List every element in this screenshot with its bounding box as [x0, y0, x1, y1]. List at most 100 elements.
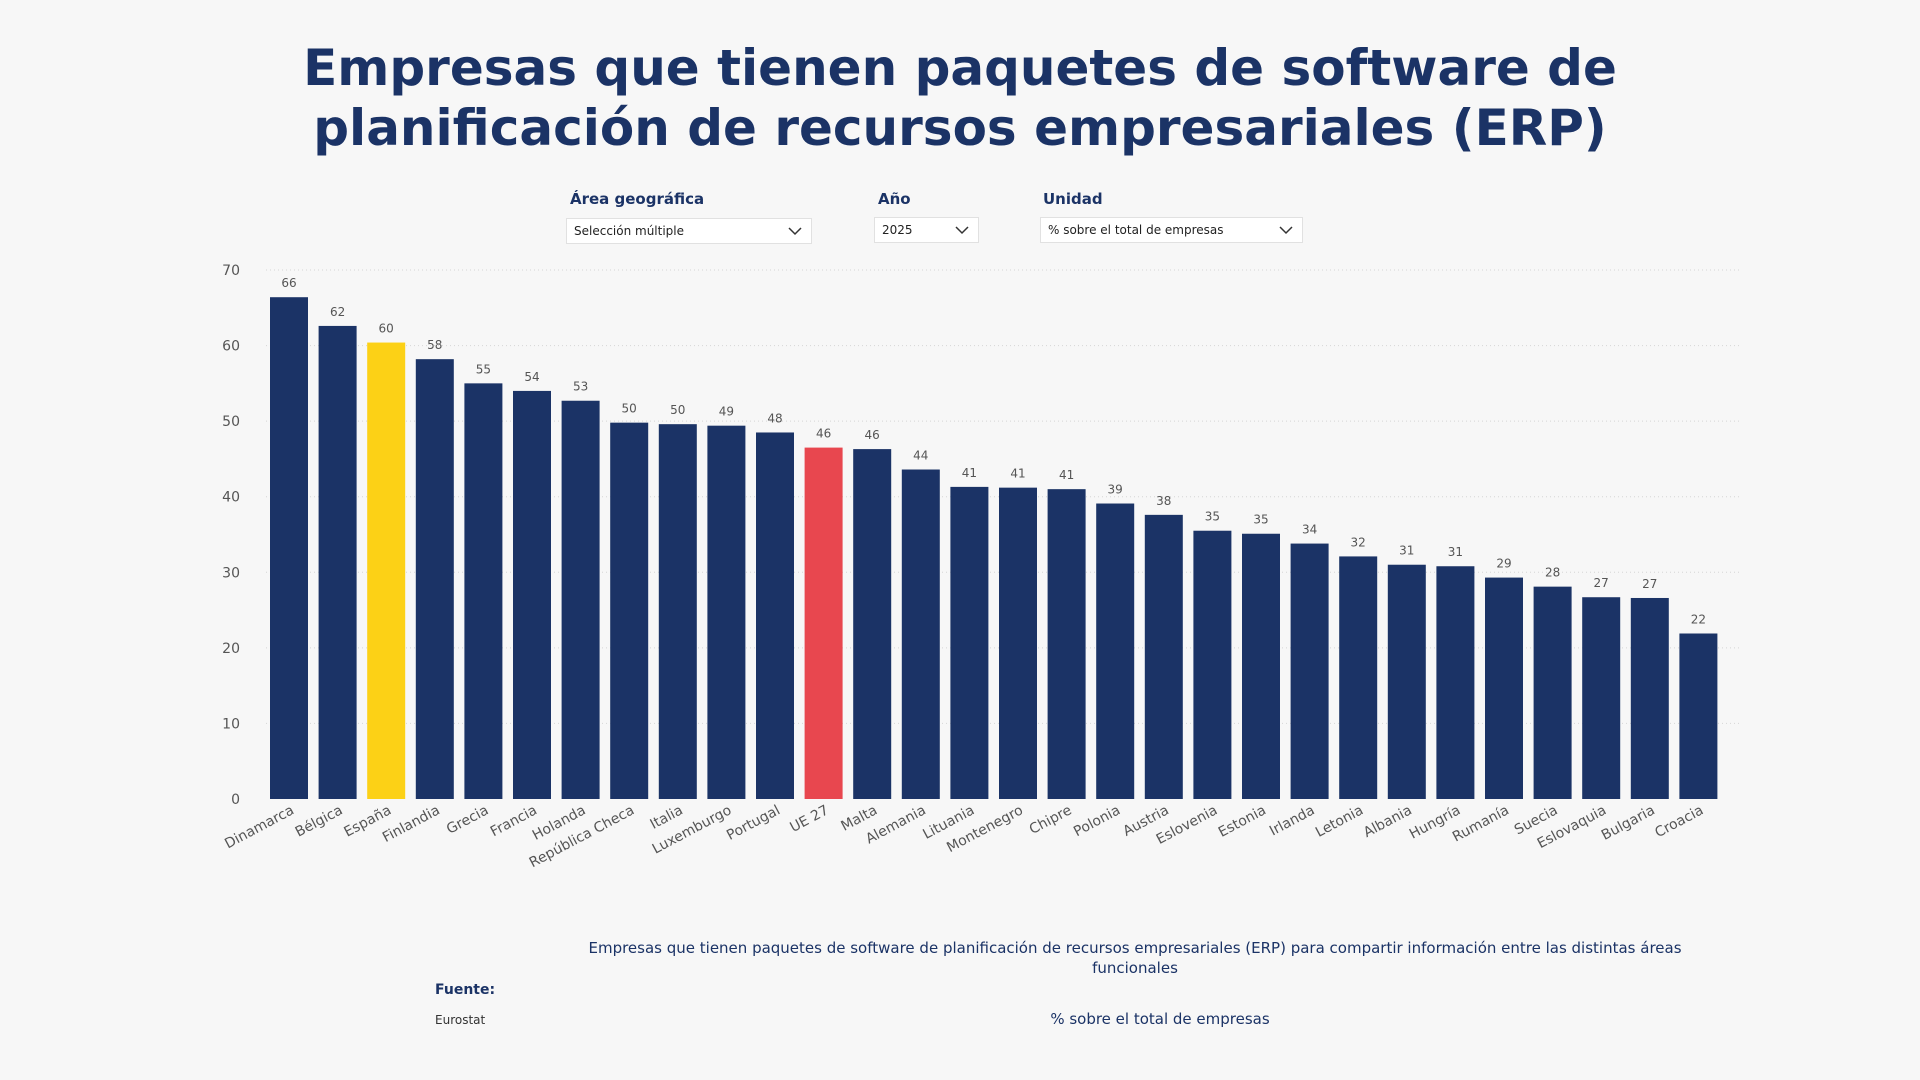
source-label: Fuente: — [435, 982, 496, 998]
y-tick-label: 50 — [222, 414, 240, 430]
x-tick-label: Estonia — [1216, 802, 1269, 840]
unit-filter-label: Unidad — [1043, 190, 1103, 208]
data-label: 62 — [330, 305, 345, 319]
bar-finlandia[interactable] — [415, 359, 454, 799]
data-label: 58 — [427, 338, 442, 352]
data-label: 48 — [767, 411, 782, 425]
bar-montenegro[interactable] — [999, 487, 1037, 799]
bar-lituania[interactable] — [950, 486, 989, 799]
bar-bulgaria[interactable] — [1630, 597, 1669, 799]
data-label: 41 — [962, 466, 977, 480]
chevron-down-icon — [1279, 226, 1293, 235]
data-label: 35 — [1205, 510, 1220, 524]
data-label: 34 — [1302, 523, 1317, 537]
bar-albania[interactable] — [1387, 564, 1426, 799]
bar-malta[interactable] — [853, 449, 892, 799]
bar-eslovaquia[interactable] — [1582, 597, 1621, 799]
bar-portugal[interactable] — [756, 432, 794, 799]
chevron-down-icon — [955, 226, 969, 235]
data-label: 54 — [524, 370, 539, 384]
bar-bélgica[interactable] — [318, 325, 357, 799]
y-tick-label: 70 — [222, 263, 240, 279]
bar-francia[interactable] — [513, 390, 551, 799]
bar-suecia[interactable] — [1533, 586, 1572, 799]
x-tick-label: Chipre — [1027, 802, 1075, 837]
bar-eslovenia[interactable] — [1193, 530, 1232, 799]
chart-title: Empresas que tienen paquetes de software… — [0, 38, 1920, 158]
y-tick-label: 40 — [222, 490, 240, 506]
unit-filter-dropdown[interactable]: % sobre el total de empresas — [1040, 217, 1303, 243]
data-label: 55 — [476, 362, 491, 376]
data-label: 31 — [1448, 545, 1463, 559]
data-label: 46 — [816, 427, 831, 441]
data-labels: 66 62 60 58 55 54 53 50 50 49 48 46 46 44 41 41 41 39 38 35… — [281, 276, 1706, 626]
area-filter-dropdown[interactable]: Selección múltiple — [566, 218, 812, 244]
x-tick-label: Portugal — [724, 802, 783, 843]
chart-description: Empresas que tienen paquetes de software… — [588, 939, 1682, 977]
bar-dinamarca[interactable] — [270, 297, 308, 799]
data-label: 60 — [379, 322, 394, 336]
bar-luxemburgo[interactable] — [707, 425, 746, 799]
area-filter-value: Selección múltiple — [574, 224, 685, 238]
unit-note: % sobre el total de empresas — [1050, 1010, 1270, 1028]
area-filter-label: Área geográfica — [570, 190, 705, 208]
x-tick-label: UE 27 — [787, 802, 831, 836]
unit-filter-value: % sobre el total de empresas — [1048, 223, 1224, 237]
data-label: 46 — [865, 428, 880, 442]
bar-rumanía[interactable] — [1485, 577, 1523, 799]
data-label: 22 — [1691, 612, 1706, 626]
y-tick-label: 30 — [222, 565, 240, 581]
y-axis: 0 10 20 30 40 50 60 70 — [222, 263, 240, 808]
chart-title-line-2: planificación de recursos empresariales … — [313, 99, 1607, 157]
y-tick-label: 0 — [231, 792, 240, 808]
data-label: 41 — [1010, 467, 1025, 481]
x-tick-label: Croacia — [1652, 802, 1706, 841]
x-tick-label: Albania — [1361, 802, 1415, 841]
x-tick-label: Bélgica — [293, 802, 346, 840]
data-label: 50 — [622, 402, 637, 416]
x-tick-label: Polonia — [1071, 802, 1123, 840]
bar-letonia[interactable] — [1339, 556, 1378, 799]
bar-croacia[interactable] — [1679, 633, 1718, 799]
x-tick-label: Letonia — [1313, 802, 1366, 840]
source-value: Eurostat — [435, 1013, 486, 1027]
x-tick-label: Grecia — [444, 802, 491, 837]
bar-hungría[interactable] — [1436, 566, 1475, 799]
data-label: 38 — [1156, 494, 1171, 508]
bar-chipre[interactable] — [1047, 489, 1086, 799]
data-label: 49 — [719, 405, 734, 419]
bar-alemania[interactable] — [901, 469, 940, 799]
data-label: 32 — [1351, 535, 1366, 549]
data-label: 35 — [1253, 513, 1268, 527]
bar-españa[interactable] — [367, 342, 406, 799]
bar-estonia[interactable] — [1242, 533, 1280, 799]
year-filter-label: Año — [878, 190, 911, 208]
year-filter-dropdown[interactable]: 2025 — [874, 217, 979, 243]
data-label: 27 — [1642, 577, 1657, 591]
y-tick-label: 20 — [222, 641, 240, 657]
data-label: 31 — [1399, 544, 1414, 558]
bar-grecia[interactable] — [464, 383, 503, 799]
data-label: 27 — [1594, 576, 1609, 590]
chart-title-line-1: Empresas que tienen paquetes de software… — [303, 39, 1617, 97]
bars — [270, 297, 1718, 799]
bar-holanda[interactable] — [561, 400, 600, 799]
bar-república-checa[interactable] — [610, 422, 649, 799]
chevron-down-icon — [788, 227, 802, 236]
data-label: 29 — [1496, 557, 1511, 571]
data-label: 44 — [913, 449, 928, 463]
data-label: 66 — [281, 276, 296, 290]
bar-irlanda[interactable] — [1290, 543, 1329, 799]
bar-ue-27[interactable] — [804, 447, 843, 799]
data-label: 41 — [1059, 468, 1074, 482]
bar-austria[interactable] — [1144, 514, 1183, 799]
x-tick-label: Rumanía — [1450, 802, 1512, 845]
bar-italia[interactable] — [658, 424, 697, 799]
data-label: 50 — [670, 403, 685, 417]
bar-chart: 0 10 20 30 40 50 60 70 66 62 60 58 55 54 53 50 50 49 48 46… — [222, 263, 1740, 871]
data-label: 39 — [1108, 483, 1123, 497]
data-label: 28 — [1545, 566, 1560, 580]
bar-polonia[interactable] — [1096, 503, 1135, 799]
x-tick-label: Dinamarca — [222, 802, 297, 852]
